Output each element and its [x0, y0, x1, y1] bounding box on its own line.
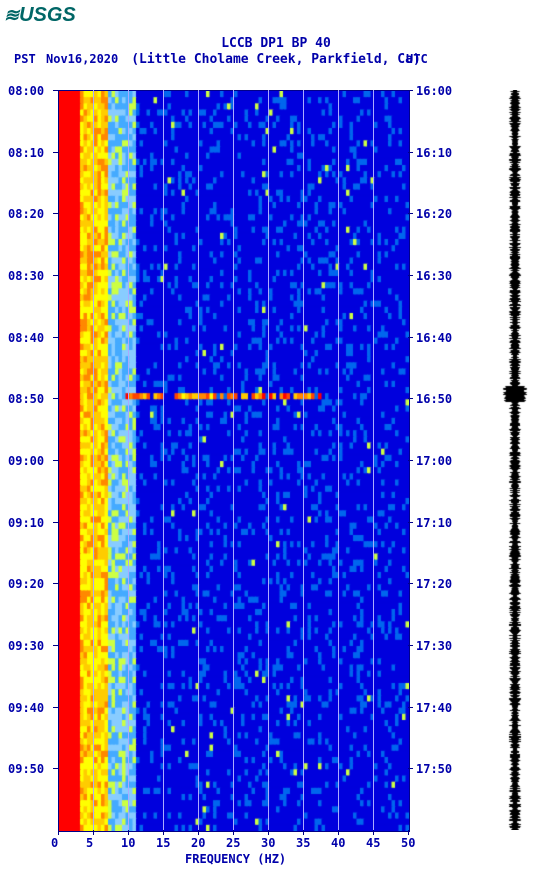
x-tick: [408, 830, 409, 835]
y-tick-right: [408, 337, 413, 338]
x-tick: [233, 830, 234, 835]
y-tick-right: [408, 707, 413, 708]
left-tz-label: PST: [14, 52, 36, 66]
y-tick-label-left: 09:00: [8, 454, 44, 468]
x-tick: [373, 830, 374, 835]
y-tick-right: [408, 583, 413, 584]
x-tick: [338, 830, 339, 835]
y-tick-label-right: 17:50: [416, 762, 452, 776]
y-tick-left: [53, 152, 58, 153]
x-tick: [303, 830, 304, 835]
y-tick-label-left: 08:50: [8, 392, 44, 406]
y-tick-left: [53, 337, 58, 338]
x-tick-label: 40: [331, 836, 345, 850]
x-tick: [58, 830, 59, 835]
y-tick-label-left: 09:20: [8, 577, 44, 591]
grid-line-v: [93, 90, 94, 830]
y-tick-label-left: 08:40: [8, 331, 44, 345]
grid-line-v: [338, 90, 339, 830]
y-tick-label-left: 08:00: [8, 84, 44, 98]
x-tick: [128, 830, 129, 835]
y-tick-left: [53, 275, 58, 276]
usgs-logo: ≋ USGS: [4, 4, 76, 27]
y-tick-left: [53, 645, 58, 646]
grid-line-v: [268, 90, 269, 830]
grid-line-v: [128, 90, 129, 830]
logo-text: USGS: [19, 4, 76, 27]
chart-title-1: LCCB DP1 BP 40: [0, 36, 552, 51]
y-tick-label-left: 09:30: [8, 639, 44, 653]
y-tick-right: [408, 152, 413, 153]
y-tick-label-right: 17:00: [416, 454, 452, 468]
y-tick-right: [408, 460, 413, 461]
x-tick-label: 30: [261, 836, 275, 850]
y-tick-label-right: 16:00: [416, 84, 452, 98]
grid-line-v: [198, 90, 199, 830]
x-tick-label: 25: [226, 836, 240, 850]
spectrogram-plot: [58, 90, 410, 832]
y-tick-label-left: 09:50: [8, 762, 44, 776]
x-tick: [268, 830, 269, 835]
y-tick-label-right: 17:10: [416, 516, 452, 530]
grid-line-v: [233, 90, 234, 830]
x-tick-label: 10: [121, 836, 135, 850]
y-tick-right: [408, 645, 413, 646]
x-tick-label: 0: [51, 836, 58, 850]
x-tick: [93, 830, 94, 835]
y-tick-label-right: 16:10: [416, 146, 452, 160]
grid-line-v: [373, 90, 374, 830]
y-tick-label-right: 16:30: [416, 269, 452, 283]
y-tick-label-left: 09:10: [8, 516, 44, 530]
grid-line-v: [163, 90, 164, 830]
x-tick-label: 15: [156, 836, 170, 850]
y-tick-right: [408, 522, 413, 523]
y-tick-right: [408, 90, 413, 91]
x-tick: [163, 830, 164, 835]
y-tick-label-right: 16:50: [416, 392, 452, 406]
x-axis-label: FREQUENCY (HZ): [185, 852, 286, 866]
y-tick-label-right: 16:20: [416, 207, 452, 221]
y-tick-left: [53, 90, 58, 91]
y-tick-label-right: 17:40: [416, 701, 452, 715]
y-tick-label-left: 09:40: [8, 701, 44, 715]
y-tick-left: [53, 213, 58, 214]
y-tick-left: [53, 707, 58, 708]
y-tick-label-right: 17:20: [416, 577, 452, 591]
x-tick-label: 20: [191, 836, 205, 850]
y-tick-label-left: 08:30: [8, 269, 44, 283]
y-tick-left: [53, 768, 58, 769]
y-tick-right: [408, 275, 413, 276]
x-tick: [198, 830, 199, 835]
y-tick-right: [408, 768, 413, 769]
y-tick-left: [53, 583, 58, 584]
y-tick-right: [408, 213, 413, 214]
x-tick-label: 45: [366, 836, 380, 850]
x-tick-label: 5: [86, 836, 93, 850]
y-tick-left: [53, 398, 58, 399]
y-tick-left: [53, 522, 58, 523]
waveform-trace: [490, 90, 540, 830]
grid-line-v: [303, 90, 304, 830]
logo-waves-icon: ≋: [4, 5, 17, 26]
y-tick-left: [53, 460, 58, 461]
date-label: Nov16,2020: [46, 52, 118, 66]
y-tick-right: [408, 398, 413, 399]
y-tick-label-left: 08:10: [8, 146, 44, 160]
y-tick-label-left: 08:20: [8, 207, 44, 221]
y-tick-label-right: 16:40: [416, 331, 452, 345]
x-tick-label: 50: [401, 836, 415, 850]
right-tz-label: UTC: [406, 52, 428, 66]
x-tick-label: 35: [296, 836, 310, 850]
y-tick-label-right: 17:30: [416, 639, 452, 653]
